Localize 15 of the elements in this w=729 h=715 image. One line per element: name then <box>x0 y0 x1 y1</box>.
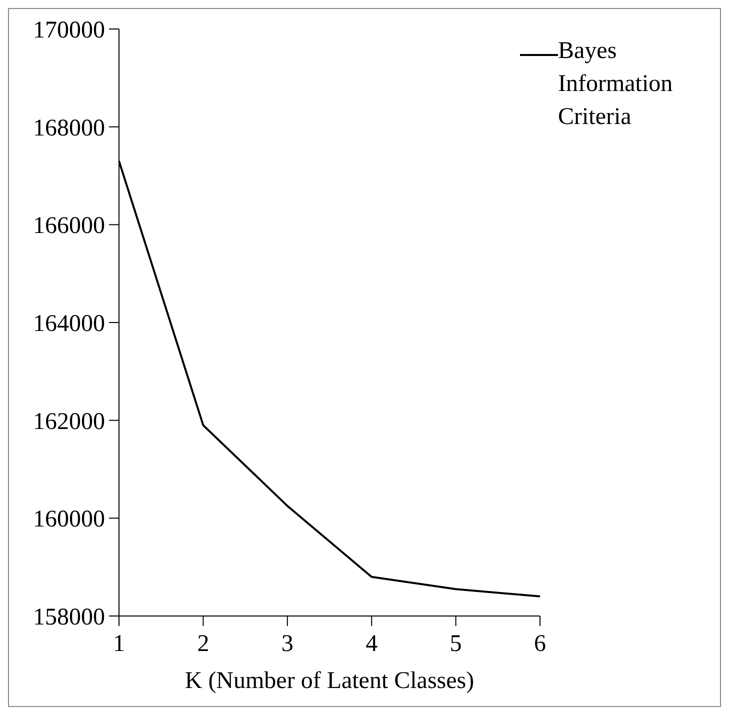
x-tick-label: 5 <box>450 631 462 658</box>
x-tick-label: 3 <box>281 631 294 658</box>
legend-label: Bayes Information Criteria <box>558 37 673 132</box>
y-tick-label: 164000 <box>33 311 105 338</box>
y-tick-label: 160000 <box>33 506 105 533</box>
y-tick-label: 166000 <box>33 213 105 240</box>
y-tick-label: 162000 <box>33 408 105 435</box>
y-tick-label: 158000 <box>33 604 105 631</box>
x-tick-label: 1 <box>113 631 125 658</box>
x-tick-label: 2 <box>197 631 210 658</box>
y-tick-label: 170000 <box>33 18 105 44</box>
x-tick-label: 4 <box>366 631 378 658</box>
y-tick-label: 168000 <box>33 115 105 142</box>
x-axis-title: K (Number of Latent Classes) <box>184 668 474 694</box>
x-tick-label: 6 <box>534 631 546 658</box>
